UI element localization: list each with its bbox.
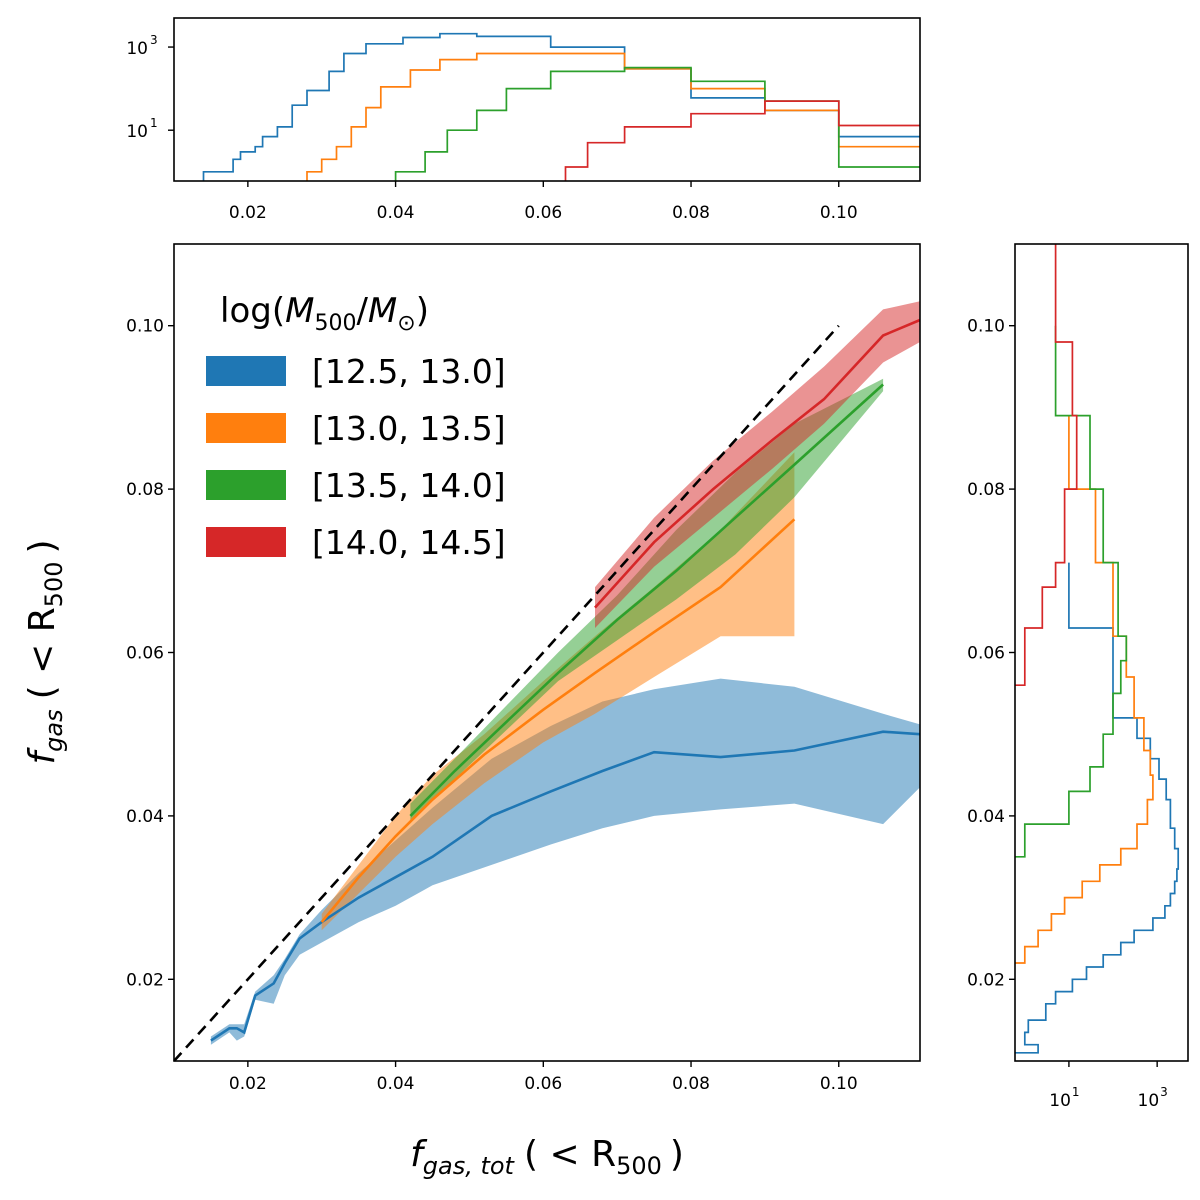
main-plot: 0.02 0.04 0.06 0.08 0.10 0.02 0.04 0.06 0.08 0.10…: [22, 243, 921, 1180]
main-x-tick-label: 0.06: [524, 1074, 562, 1094]
legend-label-series-2: [13.5, 14.0]: [312, 466, 506, 505]
legend-swatch-series-1: [206, 413, 286, 443]
top-x-tick-label: 0.08: [672, 203, 710, 223]
main-x-tick-label: 0.10: [820, 1074, 858, 1094]
median-line-series-0: [210, 730, 921, 1042]
legend-swatch-series-2: [206, 470, 286, 500]
right-y-tick-label: 0.10: [967, 317, 1005, 337]
legend-label-series-1: [13.0, 13.5]: [312, 409, 506, 448]
right-y-tick-label: 0.04: [967, 807, 1005, 827]
top-hist-series-3: [564, 100, 920, 181]
legend-entries: [12.5, 13.0] [13.0, 13.5] [13.5, 14.0] [14.…: [206, 352, 506, 562]
top-histogram-frame: [173, 17, 921, 182]
band-series-0: [210, 678, 920, 1045]
right-histogram-frame: [1014, 243, 1189, 1062]
top-y-tick-exponent: 1: [150, 116, 158, 130]
main-y-tick-label: 0.04: [126, 807, 164, 827]
y-axis-label: fgas( < R500): [22, 539, 68, 764]
median-line-series-2: [409, 383, 884, 817]
right-y-tick-label: 0.08: [967, 480, 1005, 500]
right-x-tick-exponent: 1: [1072, 1085, 1080, 1099]
top-hist-series-1: [306, 52, 920, 181]
top-x-tick-label: 0.02: [229, 203, 267, 223]
top-y-tick-label: 10: [126, 39, 148, 59]
main-plot-frame: [173, 243, 921, 1062]
one-to-one-reference-line: [173, 324, 840, 1062]
x-axis-label: fgas, tot( < R500): [410, 1134, 684, 1180]
right-x-tick-label: 10: [1138, 1091, 1160, 1111]
right-hist-series-2: [1015, 325, 1128, 858]
right-hist-series-0: [1015, 562, 1180, 1054]
right-x-tick-label: 10: [1049, 1091, 1071, 1111]
top-y-tick-label: 10: [126, 122, 148, 142]
legend-label-series-3: [14.0, 14.5]: [312, 523, 506, 562]
legend-title: log(M500/M⊙): [220, 291, 429, 336]
legend-label-series-0: [12.5, 13.0]: [312, 352, 506, 391]
main-y-tick-label: 0.02: [126, 970, 164, 990]
main-x-tick-label: 0.02: [229, 1074, 267, 1094]
main-plot-ticks: 0.02 0.04 0.06 0.08 0.10 0.02 0.04 0.06 0.08 0.10: [126, 317, 858, 1094]
legend-swatch-series-0: [206, 356, 286, 386]
right-hist-series-3: [1015, 244, 1078, 687]
top-histogram-series: [202, 32, 920, 181]
top-x-tick-label: 0.10: [820, 203, 858, 223]
main-y-tick-label: 0.10: [126, 317, 164, 337]
median-line-series-1: [320, 518, 796, 923]
main-x-tick-label: 0.04: [377, 1074, 415, 1094]
top-x-tick-label: 0.06: [524, 203, 562, 223]
right-histogram-series: [1015, 244, 1180, 1054]
legend: log(M500/M⊙) [12.5, 13.0] [13.0, 13.5] [13…: [206, 291, 506, 562]
median-lines: [210, 318, 921, 1042]
top-hist-series-2: [394, 66, 920, 181]
top-y-tick-exponent: 3: [150, 33, 158, 47]
right-x-tick-exponent: 3: [1160, 1085, 1168, 1099]
band-series-2: [410, 378, 884, 820]
main-x-tick-label: 0.08: [672, 1074, 710, 1094]
right-y-tick-label: 0.02: [967, 970, 1005, 990]
median-line-series-3: [594, 318, 921, 609]
main-y-tick-label: 0.06: [126, 644, 164, 664]
right-y-tick-label: 0.06: [967, 644, 1005, 664]
top-x-tick-label: 0.04: [377, 203, 415, 223]
main-y-tick-label: 0.08: [126, 480, 164, 500]
legend-swatch-series-3: [206, 527, 286, 557]
